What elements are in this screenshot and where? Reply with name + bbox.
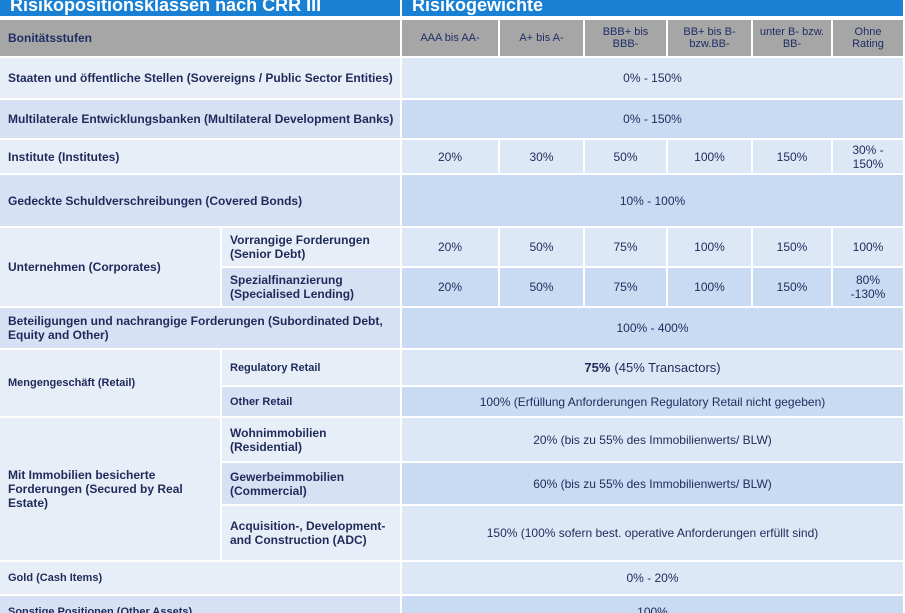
rating-value: 20% (402, 228, 500, 268)
rating-value: 150% (753, 268, 833, 308)
value-bold: 75% (584, 359, 611, 375)
row-label: Gedeckte Schuldverschreibungen (Covered … (0, 175, 402, 228)
title-right: Risikogewichte (402, 0, 905, 18)
value: 0% - 150% (402, 100, 905, 140)
column-header: A+ bis A- (500, 20, 585, 58)
rating-value: 50% (500, 268, 585, 308)
rating-value: 20% (402, 140, 500, 175)
rating-value: 75% (585, 268, 668, 308)
value: 60% (bis zu 55% des Immobilienwerts/ BLW… (402, 463, 905, 506)
sub-label: Wohnimmobilien (Residential) (222, 418, 402, 463)
column-header: BB+ bis B- bzw.BB- (668, 20, 753, 58)
rating-value: 30% - 150% (833, 140, 905, 175)
rating-value: 80% -130% (833, 268, 905, 308)
rating-value: 50% (585, 140, 668, 175)
sub-label: Other Retail (222, 387, 402, 418)
row-label: Sonstige Positionen (Other Assets) (0, 596, 402, 613)
rating-value: 30% (500, 140, 585, 175)
rating-value: 150% (753, 228, 833, 268)
rating-value: 20% (402, 268, 500, 308)
column-header: Bonitätsstufen (0, 20, 402, 58)
value: 100% (402, 596, 905, 613)
rating-value: 75% (585, 228, 668, 268)
sub-label: Vorrangige Forderungen (Senior Debt) (222, 228, 402, 268)
row-label: Unternehmen (Corporates) (0, 228, 222, 308)
value: 150% (100% sofern best. operative Anford… (402, 506, 905, 562)
rating-value: 50% (500, 228, 585, 268)
value: 100% - 400% (402, 308, 905, 350)
column-header: AAA bis AA- (402, 20, 500, 58)
sub-label: Spezialfinanzierung (Specialised Lending… (222, 268, 402, 308)
rating-value: 150% (753, 140, 833, 175)
row-label: Gold (Cash Items) (0, 562, 402, 596)
row-label: Staaten und öffentliche Stellen (Soverei… (0, 58, 402, 100)
row-label: Institute (Institutes) (0, 140, 402, 175)
row-label: Beteiligungen und nachrangige Forderunge… (0, 308, 402, 350)
row-label: Multilaterale Entwicklungsbanken (Multil… (0, 100, 402, 140)
rating-value: 100% (668, 228, 753, 268)
sub-label: Gewerbeimmobilien (Commercial) (222, 463, 402, 506)
value: 10% - 100% (402, 175, 905, 228)
rating-value: 100% (668, 140, 753, 175)
value: 20% (bis zu 55% des Immobilienwerts/ BLW… (402, 418, 905, 463)
value: (45% Transactors) (614, 359, 721, 375)
value: 0% - 150% (402, 58, 905, 100)
row-label: Mit Immobilien besicherte Forderungen (S… (0, 418, 222, 562)
sub-label: Regulatory Retail (222, 350, 402, 387)
rating-value: 100% (668, 268, 753, 308)
value: 75% (45% Transactors) (402, 350, 905, 387)
sub-label: Acquisition-, Development-and Constructi… (222, 506, 402, 562)
rating-value: 100% (833, 228, 905, 268)
title-left: Risikopositionsklassen nach CRR III (0, 0, 402, 18)
value: 100% (Erfüllung Anforderungen Regulatory… (402, 387, 905, 418)
column-header: Ohne Rating (833, 20, 905, 58)
column-header: unter B- bzw. BB- (753, 20, 833, 58)
value: 0% - 20% (402, 562, 905, 596)
row-label: Mengengeschäft (Retail) (0, 350, 222, 418)
column-header: BBB+ bis BBB- (585, 20, 668, 58)
